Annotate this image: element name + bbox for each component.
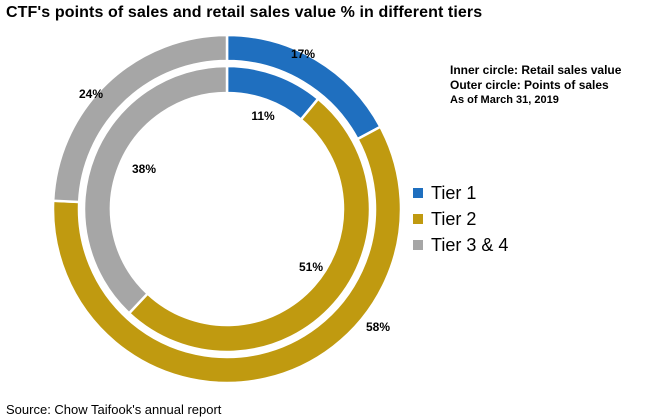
outer-ring-slice-tier-3-4 [51,33,229,204]
source-note: Source: Chow Taifook's annual report [6,402,222,417]
inner-ring-label-tier-1: 11% [251,109,275,123]
outer-ring-label-tier-3-4: 24% [79,87,103,101]
outer-ring-slice-tier-2 [51,125,403,385]
inner-ring-slice-tier-3-4 [82,64,229,316]
outer-circle-note: Outer circle: Points of sales [450,78,609,92]
outer-ring-label-tier-1: 17% [291,47,315,61]
legend-swatch-tier-1 [413,188,423,198]
legend-label-tier-1: Tier 1 [431,183,477,203]
date-note: As of March 31, 2019 [450,94,559,106]
legend-item-tier-1: Tier 1 [413,180,508,206]
legend-label-tier-2: Tier 2 [431,209,477,229]
inner-ring-label-tier-3-4: 38% [132,162,156,176]
legend-item-tier-3-4: Tier 3 & 4 [413,232,508,258]
chart-title: CTF's points of sales and retail sales v… [6,4,483,21]
chart-annotations: Inner circle: Retail sales value Outer c… [450,63,621,108]
legend-label-tier-3-4: Tier 3 & 4 [431,235,509,255]
outer-ring-label-tier-2: 58% [366,320,390,334]
legend-swatch-tier-3-4 [413,240,423,250]
inner-ring-label-tier-2: 51% [299,260,323,274]
legend-item-tier-2: Tier 2 [413,206,508,232]
inner-circle-note: Inner circle: Retail sales value [450,63,622,77]
legend-swatch-tier-2 [413,214,423,224]
chart-legend: Tier 1 Tier 2 Tier 3 & 4 [413,180,508,258]
